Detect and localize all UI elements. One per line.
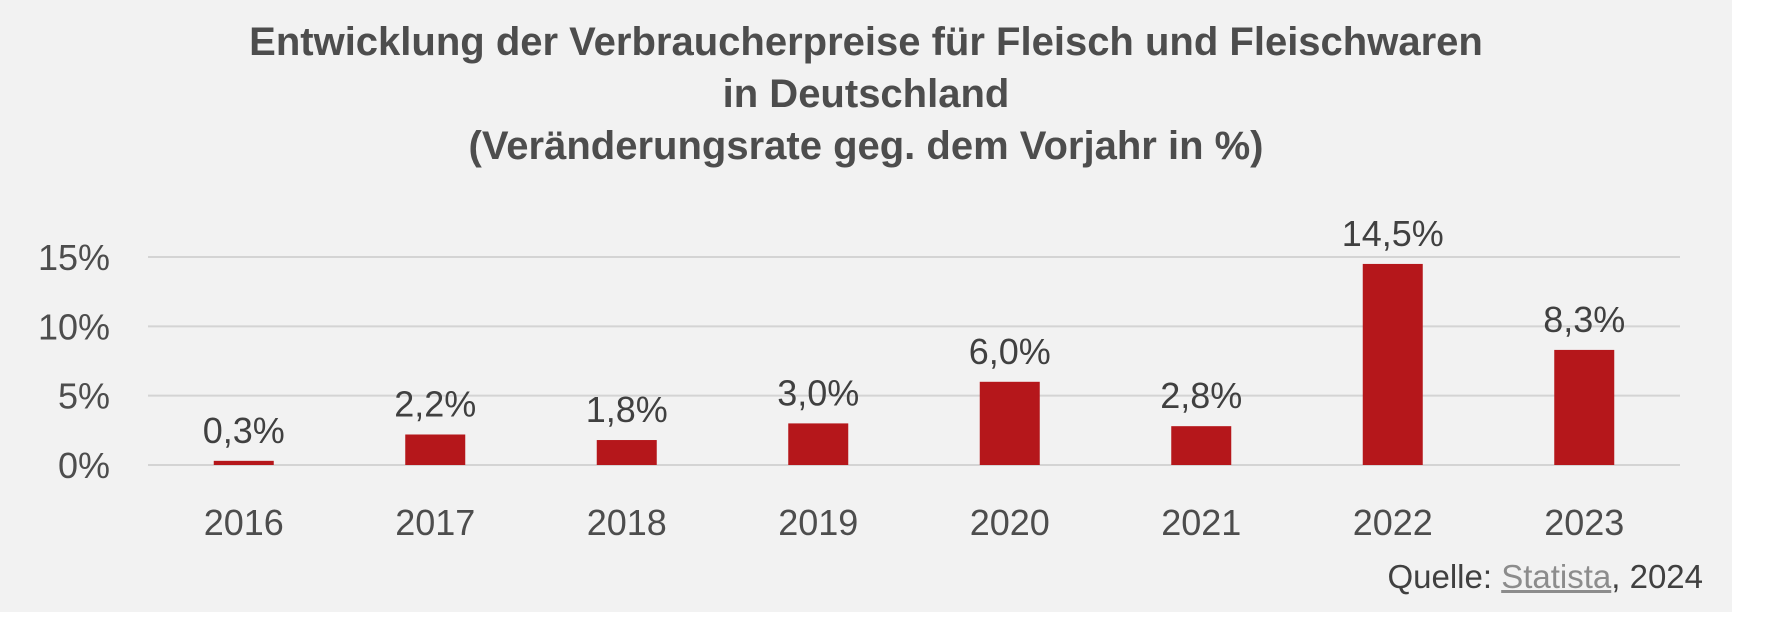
data-label-2019: 3,0%	[777, 372, 859, 413]
chart-panel	[0, 0, 1732, 612]
y-tick-label: 5%	[58, 376, 110, 417]
data-label-2020: 6,0%	[969, 331, 1051, 372]
chart-title-line-2: in Deutschland	[722, 72, 1010, 116]
chart-title-line-1: Entwicklung der Verbraucherpreise für Fl…	[249, 20, 1483, 64]
bar-2023	[1554, 349, 1615, 465]
data-label-2022: 14,5%	[1342, 213, 1444, 254]
y-tick-label: 10%	[38, 306, 110, 347]
x-tick-label-2021: 2021	[1161, 502, 1241, 543]
y-tick-label: 15%	[38, 237, 110, 278]
chart-title: Entwicklung der Verbraucherpreise für Fl…	[0, 16, 1732, 172]
data-label-2016: 0,3%	[203, 410, 285, 451]
x-tick-label-2016: 2016	[204, 502, 284, 543]
source-note: Quelle: Statista, 2024	[1387, 558, 1703, 596]
bar-chart: 0% 5% 10% 15% 0,3% 2016 2,2% 2017 1,8% 2018 3,0% 20…	[38, 213, 1680, 543]
chart-title-line-3: (Veränderungsrate geg. dem Vorjahr in %)	[468, 124, 1264, 168]
bar-2022	[1362, 263, 1423, 465]
y-tick-label: 0%	[58, 445, 110, 486]
bar-2016	[213, 460, 274, 465]
bar-2017	[405, 434, 466, 465]
x-tick-label-2022: 2022	[1353, 502, 1433, 543]
bar-2018	[596, 440, 657, 465]
bar-2021	[1171, 426, 1232, 465]
data-label-2023: 8,3%	[1543, 299, 1625, 340]
x-tick-label-2019: 2019	[778, 502, 858, 543]
x-tick-label-2023: 2023	[1544, 502, 1624, 543]
data-label-2017: 2,2%	[394, 383, 476, 424]
data-label-2018: 1,8%	[586, 389, 668, 430]
data-label-2021: 2,8%	[1160, 375, 1242, 416]
x-tick-label-2018: 2018	[587, 502, 667, 543]
source-suffix: , 2024	[1611, 558, 1703, 595]
bar-2020	[979, 381, 1040, 465]
source-prefix: Quelle:	[1387, 558, 1502, 595]
x-tick-label-2020: 2020	[970, 502, 1050, 543]
x-tick-label-2017: 2017	[395, 502, 475, 543]
bar-2019	[788, 423, 849, 465]
source-link[interactable]: Statista	[1501, 558, 1612, 595]
